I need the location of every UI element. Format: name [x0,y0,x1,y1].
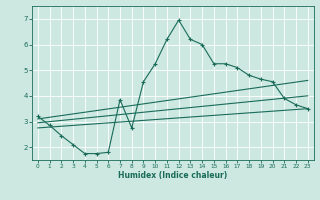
X-axis label: Humidex (Indice chaleur): Humidex (Indice chaleur) [118,171,228,180]
